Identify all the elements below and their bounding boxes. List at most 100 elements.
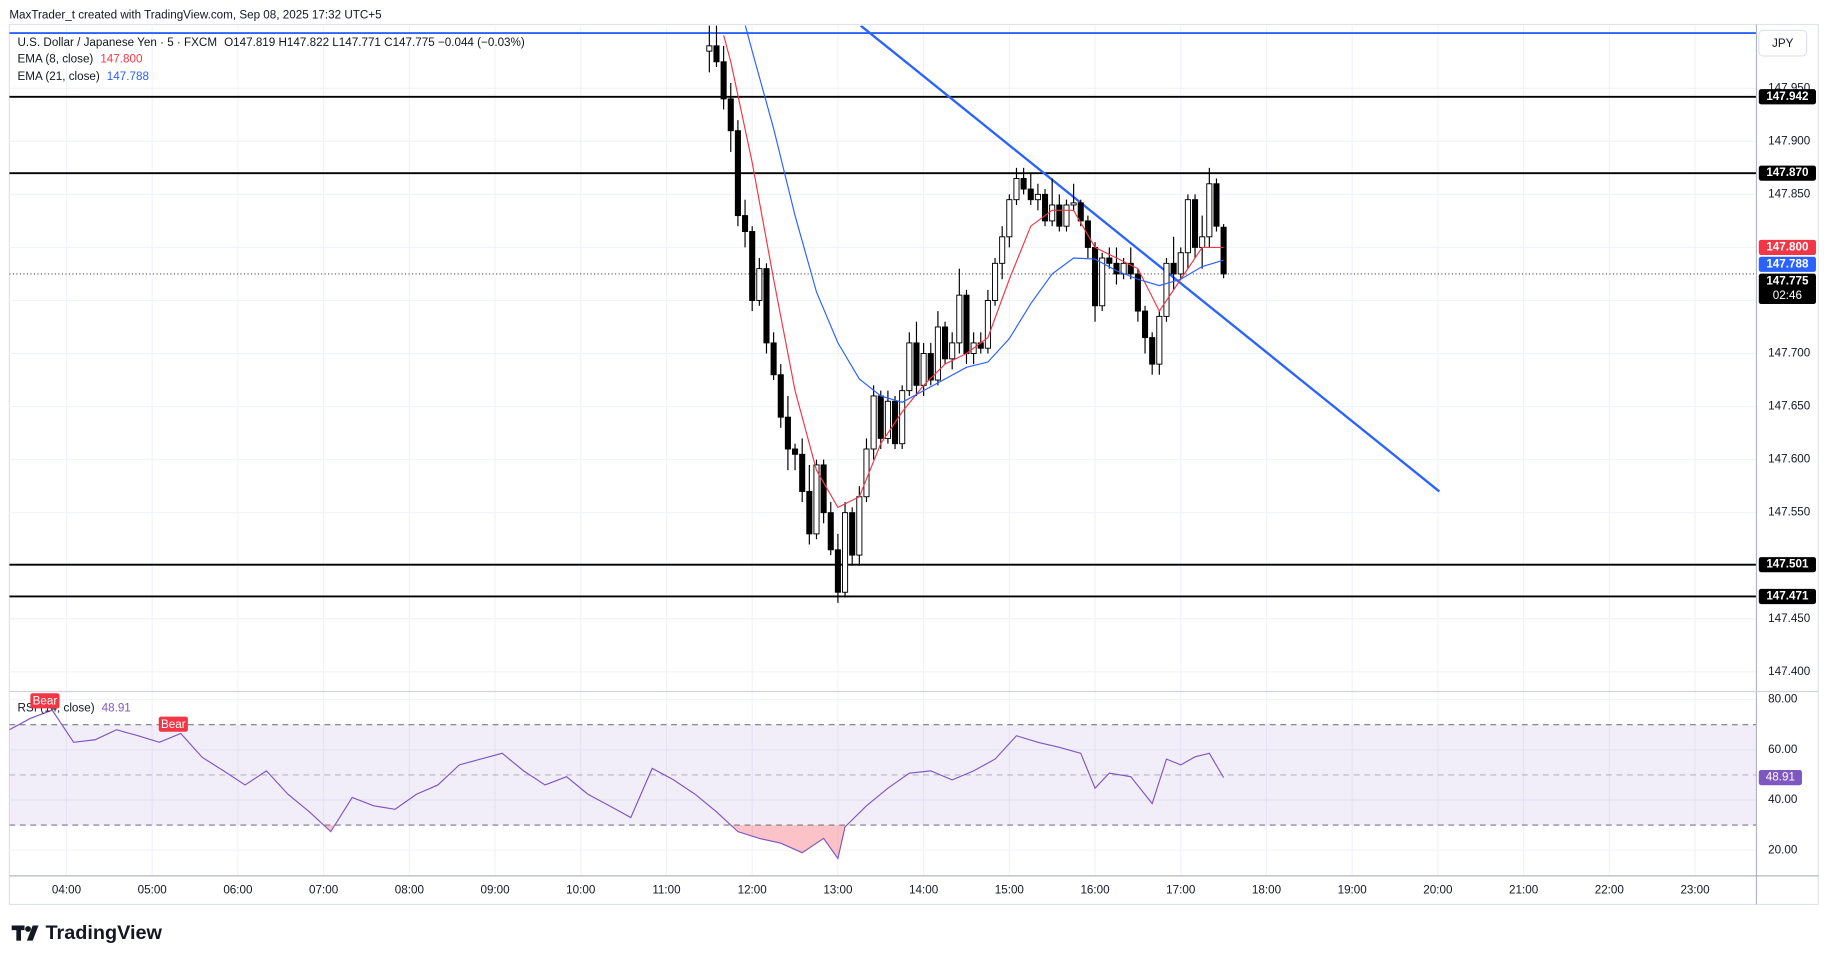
axes xyxy=(9,24,1819,905)
y-tick-label: 147.850 xyxy=(1768,187,1811,200)
candle-body xyxy=(1170,262,1177,275)
rsi-tick-label: 60.00 xyxy=(1768,743,1798,756)
y-tick-label: 147.400 xyxy=(1768,665,1811,678)
price-box xyxy=(1758,239,1816,256)
candle-body xyxy=(1134,273,1141,312)
candle-body xyxy=(820,464,827,514)
candle-body xyxy=(1006,199,1013,238)
candle-body xyxy=(749,231,756,301)
rsi-line xyxy=(9,709,1225,860)
x-tick-label: 14:00 xyxy=(909,884,939,897)
ohlc-values: O147.819 H147.822 L147.771 C147.775 −0.0… xyxy=(224,36,525,49)
candle-body xyxy=(1113,262,1120,275)
bear-tag xyxy=(30,693,60,709)
x-tick-label: 06:00 xyxy=(223,884,253,897)
x-tick-label: 10:00 xyxy=(566,884,596,897)
candle-body xyxy=(827,512,834,551)
price-box-label: 147.788 xyxy=(1766,257,1809,270)
candle-body xyxy=(856,496,863,556)
candle-body xyxy=(720,61,727,100)
rsi-tick-label: 40.00 xyxy=(1768,793,1798,806)
level-label: 147.870 xyxy=(1766,166,1808,179)
candle-body xyxy=(934,326,941,381)
x-tick-label: 21:00 xyxy=(1509,884,1539,897)
trend-line xyxy=(860,25,1441,493)
price-box-label: 147.775 xyxy=(1766,274,1809,287)
x-tick-label: 09:00 xyxy=(480,884,510,897)
candle-body xyxy=(906,342,913,392)
y-tick-label: 147.650 xyxy=(1768,400,1811,413)
candle-body xyxy=(942,326,949,360)
x-tick-label: 19:00 xyxy=(1338,884,1368,897)
x-tick-label: 11:00 xyxy=(652,884,681,897)
candle-body xyxy=(756,268,763,301)
candle-body xyxy=(1163,262,1170,317)
x-tick-label: 07:00 xyxy=(309,884,339,897)
level-label: 147.471 xyxy=(1766,590,1809,603)
candle-body xyxy=(992,262,999,301)
candle-body xyxy=(792,448,799,455)
candle-body xyxy=(1099,257,1106,307)
currency-button[interactable] xyxy=(1758,29,1808,57)
candle-body xyxy=(877,395,884,439)
level-box xyxy=(1758,89,1816,105)
level-label: 147.501 xyxy=(1766,558,1809,571)
rsi-pane xyxy=(9,709,1757,860)
candle-body xyxy=(1070,202,1077,206)
y-tick-label: 147.550 xyxy=(1768,506,1811,519)
price-pane xyxy=(9,25,1757,603)
x-tick-label: 13:00 xyxy=(823,884,853,897)
candle-body xyxy=(1106,257,1113,264)
brand-logo xyxy=(11,925,39,941)
candle-body xyxy=(927,353,934,381)
candle-body xyxy=(1049,204,1056,222)
candle-body xyxy=(1027,188,1034,201)
candle-body xyxy=(799,453,806,492)
candle-body xyxy=(1142,310,1149,339)
axis-labels: 04:00 05:00 06:00 07:00 08:00 09:00 10:00 11:00… xyxy=(52,81,1816,897)
chart-subtitle: MaxTrader_t created with TradingView.com… xyxy=(9,8,381,21)
candle-body xyxy=(884,400,891,439)
rsi-tick-label: 20.00 xyxy=(1768,843,1798,856)
ema8-legend: EMA (8, close) 147.800 xyxy=(18,53,143,66)
candle-body xyxy=(806,490,813,535)
candle-body xyxy=(999,236,1006,264)
price-box xyxy=(1758,256,1816,272)
candle-body xyxy=(1192,199,1199,248)
candle-body xyxy=(913,342,920,386)
rsi-value-box xyxy=(1758,770,1802,786)
logo-part xyxy=(16,925,22,941)
price-box-label: 02:46 xyxy=(1773,289,1802,302)
y-tick-label: 147.900 xyxy=(1768,134,1811,147)
grid xyxy=(9,25,1757,876)
bear-label: Bear xyxy=(33,694,58,707)
x-tick-label: 18:00 xyxy=(1252,884,1282,897)
candle-body xyxy=(849,512,856,556)
level-label: 147.942 xyxy=(1766,90,1809,103)
candle-body xyxy=(763,268,770,344)
x-tick-label: 08:00 xyxy=(395,884,425,897)
rsi-tick-label: 80.00 xyxy=(1768,693,1798,706)
currency-label[interactable]: JPY xyxy=(1772,37,1794,50)
legend-value: 48.91 xyxy=(102,701,131,714)
y-tick-label: 147.700 xyxy=(1768,347,1811,360)
bear-tag xyxy=(158,716,188,732)
level-box xyxy=(1758,165,1816,181)
ema21-legend: EMA (21, close) 147.788 xyxy=(18,70,149,83)
price-box xyxy=(1758,273,1816,305)
candle-body xyxy=(949,342,956,360)
candle-body xyxy=(742,215,749,232)
candle-body xyxy=(1013,177,1020,201)
candle-body xyxy=(734,130,741,217)
y-tick-label: 147.600 xyxy=(1768,453,1811,466)
legend-name: EMA (21, close) xyxy=(18,70,100,83)
chart-frame xyxy=(8,23,1819,906)
candle-body xyxy=(770,342,777,376)
ema-line xyxy=(723,35,1224,509)
candle-body xyxy=(1220,226,1227,275)
brand-name: TradingView xyxy=(46,922,163,944)
candle-body xyxy=(1034,193,1041,201)
